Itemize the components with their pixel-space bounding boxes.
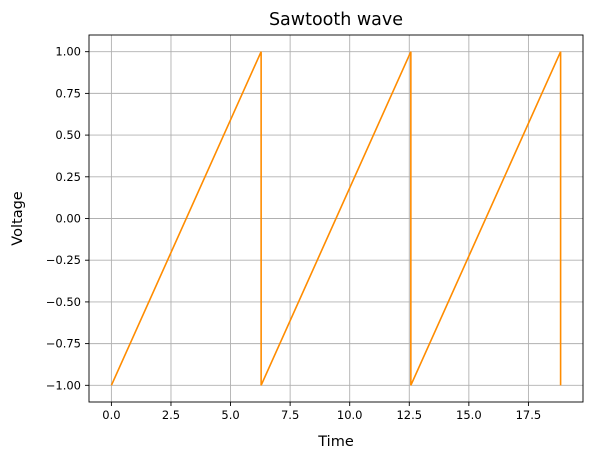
x-tick-label: 7.5 xyxy=(281,408,299,422)
y-tick-label: −0.50 xyxy=(46,295,81,309)
y-tick-label: 1.00 xyxy=(55,45,81,59)
x-axis-ticks: 0.0 2.5 5.0 7.5 10.0 12.5 15.0 17.5 xyxy=(102,402,541,422)
x-tick-label: 12.5 xyxy=(396,408,422,422)
x-axis-label: Time xyxy=(317,434,354,450)
y-tick-label: −0.75 xyxy=(46,337,81,351)
y-tick-label: 0.75 xyxy=(55,86,81,100)
x-tick-label: 5.0 xyxy=(221,408,239,422)
y-tick-label: 0.25 xyxy=(55,170,81,184)
x-tick-label: 2.5 xyxy=(162,408,180,422)
x-tick-label: 17.5 xyxy=(516,408,542,422)
y-tick-label: −0.25 xyxy=(46,253,81,267)
series-line xyxy=(110,51,562,386)
chart-title: Sawtooth wave xyxy=(269,10,403,30)
x-tick-label: 15.0 xyxy=(456,408,482,422)
series-layer xyxy=(110,51,562,386)
y-tick-label: 0.00 xyxy=(55,212,81,226)
y-axis-ticks: −1.00 −0.75 −0.50 −0.25 0.00 0.25 0.50 0.75 1.00 xyxy=(46,45,89,392)
x-tick-label: 10.0 xyxy=(337,408,363,422)
x-tick-label: 0.0 xyxy=(102,408,120,422)
y-axis-label: Voltage xyxy=(10,191,26,245)
y-tick-label: −1.00 xyxy=(46,378,81,392)
y-tick-label: 0.50 xyxy=(55,128,81,142)
